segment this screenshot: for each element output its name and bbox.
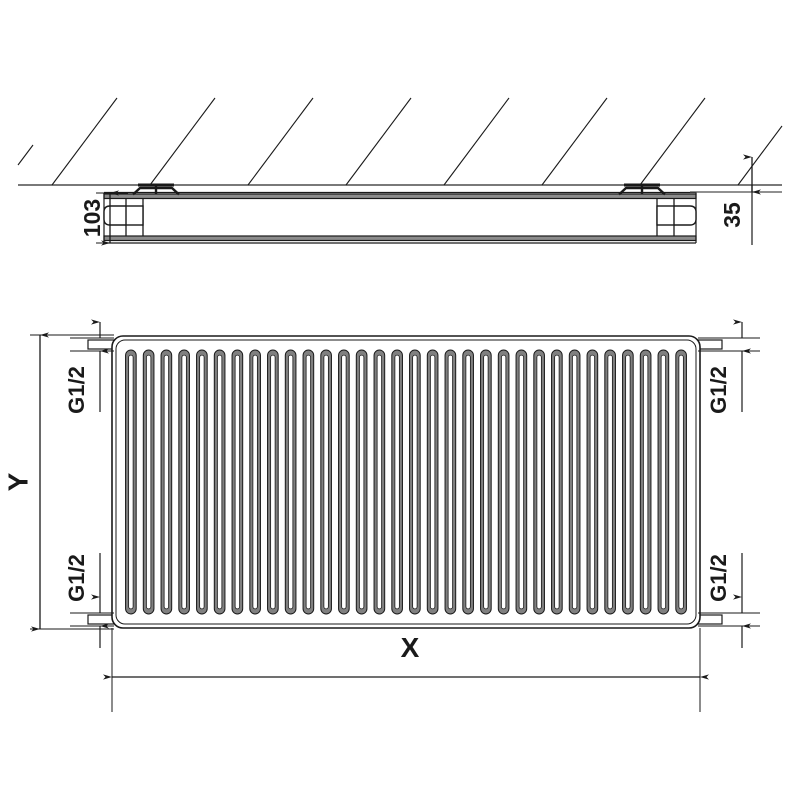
radiator-fin-highlight (571, 354, 578, 610)
radiator-panel-inner-outline (115, 339, 697, 625)
radiator-fin-highlight (642, 354, 649, 610)
dimension-label-103: 103 (79, 199, 105, 237)
radiator-fin-highlight (181, 354, 187, 610)
dimension-label-35: 35 (719, 202, 745, 228)
radiator-fin-highlight (518, 354, 525, 610)
dimension-g12-top-left: G1/2 (64, 319, 114, 414)
dimension-g12-bottom-left: G1/2 (64, 553, 114, 648)
radiator-fin-highlight (660, 354, 667, 610)
radiator-fin-highlight (376, 354, 383, 610)
dimension-35: 35 (690, 154, 782, 245)
radiator-fin-highlight (607, 354, 613, 610)
radiator-bottom-skin (103, 235, 697, 242)
radiator-fin-highlight (625, 354, 631, 610)
radiator-fin-highlight (500, 354, 507, 610)
radiator-fin-highlight (252, 354, 258, 610)
radiator-fin-highlight (394, 354, 400, 610)
radiator-top-skin (103, 193, 697, 200)
radiator-fin-highlight (341, 354, 347, 610)
radiator-fin-highlight (554, 354, 560, 610)
radiator-fin-highlight (429, 354, 436, 610)
stub-bottom-left (87, 614, 115, 625)
radiator-fin-highlight (589, 354, 596, 610)
top-view-group: 103 35 (17, 97, 783, 246)
dimension-g12-top-right: G1/2 (698, 319, 760, 414)
radiator-fin-highlight (447, 354, 454, 610)
dimension-g12-bottom-right: G1/2 (698, 553, 760, 648)
dimension-Y: Y (2, 332, 114, 632)
radiator-fin-highlight (358, 354, 365, 610)
stub-top-left (87, 339, 115, 350)
dimension-103: 103 (79, 190, 128, 246)
front-view-group: Y X G1/2 G1/2 (2, 319, 760, 712)
dimension-label-X: X (401, 632, 420, 663)
right-bracket-assembly (618, 183, 697, 236)
label-g12-top-right: G1/2 (706, 366, 731, 414)
radiator-fin-highlight (305, 354, 312, 610)
radiator-fin-highlight (465, 354, 471, 610)
radiator-fin-highlight (323, 354, 329, 610)
radiator-fin-highlight (678, 354, 684, 610)
radiator-fin-highlight (536, 354, 542, 610)
radiator-fin-highlight (234, 354, 241, 610)
radiator-fin-highlight (216, 354, 223, 610)
radiator-fins (125, 349, 687, 615)
radiator-fin-highlight (483, 354, 489, 610)
dimension-X: X (103, 628, 709, 712)
radiator-fin-highlight (199, 354, 205, 610)
radiator-fin-highlight (412, 354, 418, 610)
label-g12-top-left: G1/2 (64, 366, 89, 414)
dimension-label-Y: Y (2, 472, 33, 491)
radiator-fin-highlight (163, 354, 170, 610)
radiator-fin-highlight (128, 354, 134, 610)
radiator-fin-highlight (270, 354, 276, 610)
label-g12-bottom-right: G1/2 (706, 554, 731, 602)
radiator-fin-highlight (287, 354, 294, 610)
label-g12-bottom-left: G1/2 (64, 554, 89, 602)
radiator-fin-highlight (145, 354, 152, 610)
